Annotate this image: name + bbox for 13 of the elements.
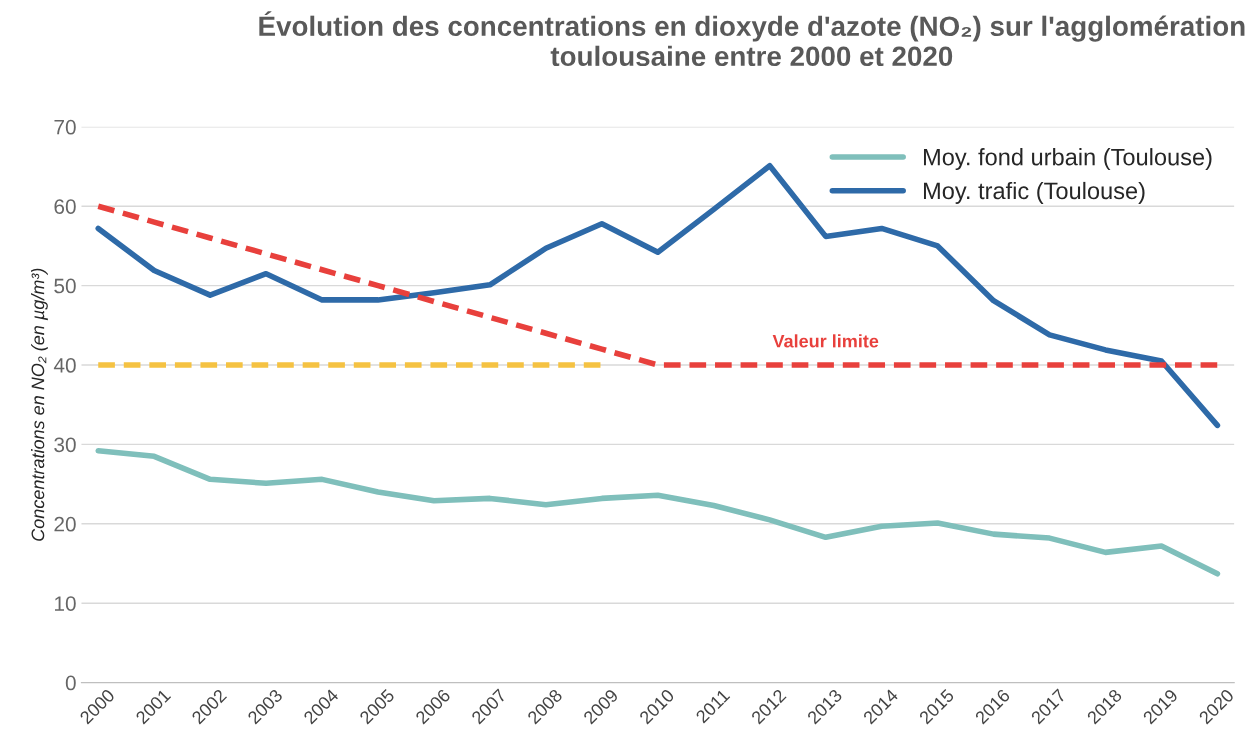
legend-label: Moy. fond urbain (Toulouse) [924,148,1212,171]
y-tick-label: 50 [54,278,76,294]
y-tick-label: 60 [54,199,76,214]
y-tick-label: 10 [55,596,76,611]
annotation: Valeur limite [772,334,879,348]
y-tick-label: 20 [54,516,76,532]
y-axis-title: Concentrations en NO₂ (en µg/m³) [31,268,48,541]
legend-label: Moy. trafic (Toulouse) [924,181,1145,204]
y-tick-label: 0 [65,675,76,691]
chart-title: Évolution des concentrations en dioxyde d'azote (NO₂) sur l'agglomération toulousaine entre 2000 et 2020 [259,11,1245,67]
y-tick-label: 40 [53,358,76,373]
y-tick-label: 70 [54,119,76,135]
y-tick-label: 30 [54,437,76,453]
